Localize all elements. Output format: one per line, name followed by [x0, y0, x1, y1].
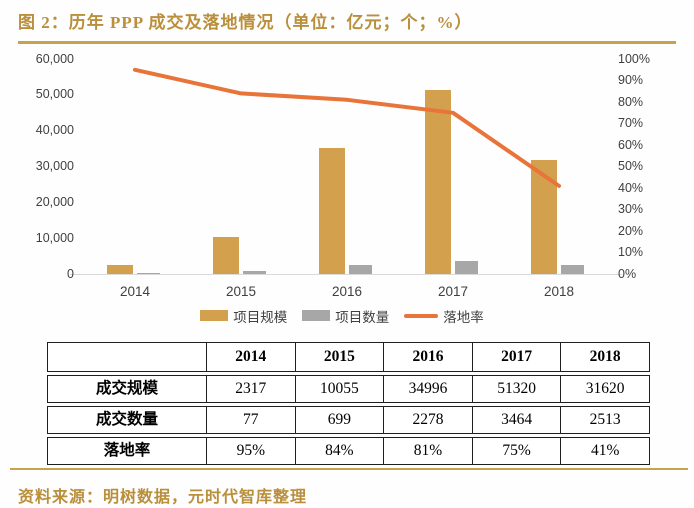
table-row-成交规模: 成交规模 2317 10055 34996 51320 31620 — [47, 374, 650, 403]
table-cell: 2317 — [206, 375, 295, 402]
y-axis-left-tick: 30,000 — [35, 159, 74, 173]
x-axis-label-2015: 2015 — [225, 283, 257, 299]
table-header-cell: 2016 — [383, 342, 472, 371]
table-row-label: 落地率 — [103, 441, 151, 459]
y-axis-right-tick: 10% — [618, 245, 644, 259]
y-axis-right-tick: 0% — [618, 266, 637, 281]
table-cell: 51320 — [471, 375, 561, 402]
legend-swatch-bar-gold — [200, 310, 229, 321]
bar-项目数量-2018 — [561, 264, 584, 274]
plot-area — [82, 59, 612, 274]
table-corner-cell — [48, 343, 206, 371]
y-axis-right-tick: 30% — [618, 202, 644, 216]
figure-title: 图 2：历年 PPP 成交及落地情况（单位：亿元；个；%） — [18, 13, 473, 32]
y-axis-left-tick: 40,000 — [35, 123, 74, 138]
bar-项目数量-2014 — [137, 272, 160, 274]
y-axis-left-tick: 60,000 — [35, 51, 74, 66]
y-axis-right-tick: 100% — [618, 51, 650, 66]
legend-swatch-line-orange — [404, 313, 439, 318]
bar-项目规模-2017 — [425, 89, 451, 274]
legend-item-项目数量: 项目数量 — [302, 306, 389, 326]
x-axis-label-2016: 2016 — [331, 283, 363, 299]
x-axis-label-2014: 2014 — [119, 283, 151, 299]
y-axis-right-tick: 50% — [618, 159, 644, 173]
bar-项目数量-2016 — [349, 265, 372, 274]
legend-label: 落地率 — [443, 309, 484, 325]
chart-legend: 项目规模 项目数量 落地率 — [0, 306, 694, 326]
table-row-落地率: 落地率 95% 84% 81% 75% 41% — [47, 436, 650, 465]
data-table: 2014 2015 2016 2017 2018 成交规模 2317 10055 34996 51… — [47, 341, 650, 465]
rate-line-layer — [133, 67, 561, 188]
bar-项目数量-2017 — [455, 261, 478, 274]
table-cell: 2513 — [560, 406, 649, 433]
table-cell: 81% — [383, 437, 472, 464]
table-row-成交数量: 成交数量 77 699 2278 3464 2513 — [47, 405, 650, 434]
y-axis-right-tick: 20% — [618, 223, 644, 238]
x-axis-label-2017: 2017 — [437, 283, 469, 299]
y-axis-right-tick: 40% — [618, 180, 644, 195]
table-row-label: 成交规模 — [95, 379, 158, 397]
table-cell: 31620 — [560, 375, 649, 402]
source-note: 资料来源：明树数据，元时代智库整理 — [18, 489, 308, 506]
legend-swatch-bar-gray — [302, 310, 331, 321]
table-cell: 699 — [294, 406, 384, 433]
table-header-row: 2014 2015 2016 2017 2018 — [47, 341, 650, 372]
table-cell: 2278 — [383, 406, 472, 433]
x-axis-label-2018: 2018 — [543, 283, 575, 299]
table-header-cell: 2015 — [294, 342, 384, 371]
y-axis-left-tick: 20,000 — [35, 194, 74, 209]
combo-chart: 项目规模 项目数量 落地率 60,000 50,000 40,000 30,000 20,0… — [0, 44, 694, 326]
bar-项目规模-2016 — [319, 148, 345, 274]
y-axis-left-tick: 0 — [67, 266, 74, 281]
y-axis-right-tick: 60% — [618, 137, 644, 152]
table-header-cell: 2014 — [206, 342, 295, 371]
y-axis-right-tick: 90% — [618, 73, 644, 87]
table-cell: 95% — [206, 437, 295, 464]
bar-项目规模-2015 — [213, 237, 239, 274]
y-axis-left-tick: 10,000 — [35, 230, 74, 245]
table-cell: 77 — [206, 406, 295, 433]
legend-label: 项目数量 — [335, 309, 390, 325]
y-axis-right-tick: 70% — [618, 116, 644, 130]
legend-item-项目规模: 项目规模 — [200, 306, 287, 326]
rate-line — [133, 67, 561, 188]
table-row-label: 成交数量 — [95, 410, 158, 428]
title-divider — [18, 41, 676, 44]
legend-label: 项目规模 — [233, 309, 288, 325]
table-cell: 3464 — [471, 406, 561, 433]
bar-项目规模-2014 — [107, 265, 133, 274]
table-header-cell: 2018 — [560, 342, 649, 371]
table-header-cell: 2017 — [471, 342, 561, 371]
bottom-divider — [10, 467, 688, 470]
table-cell: 84% — [294, 437, 384, 464]
bar-项目数量-2015 — [243, 271, 266, 274]
x-axis-line — [70, 273, 622, 275]
y-axis-right-tick: 80% — [618, 94, 644, 109]
table-cell: 10055 — [294, 375, 384, 402]
y-axis-left-tick: 50,000 — [35, 87, 74, 102]
legend-item-落地率: 落地率 — [404, 306, 484, 326]
table-cell: 75% — [471, 437, 561, 464]
table-cell: 34996 — [383, 375, 472, 402]
table-cell: 41% — [560, 437, 649, 464]
